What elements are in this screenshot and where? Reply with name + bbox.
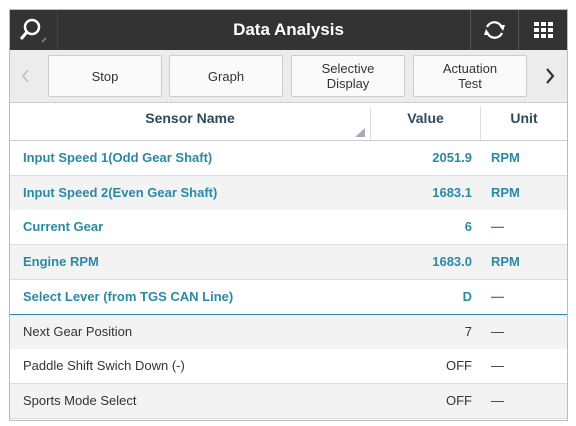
sensor-value: OFF <box>446 392 472 408</box>
refresh-button[interactable] <box>484 21 505 39</box>
sensor-unit: RPM <box>491 184 520 200</box>
sensor-name: Select Lever (from TGS CAN Line) <box>23 288 234 304</box>
table-row[interactable]: Input Speed 1(Odd Gear Shaft) 2051.9 RPM <box>10 141 567 176</box>
toolbar-icons <box>470 10 553 50</box>
table-header: Sensor Name Value Unit <box>10 103 567 141</box>
sensor-name: Input Speed 1(Odd Gear Shaft) <box>23 150 213 165</box>
column-header: Unit <box>510 110 538 126</box>
button-label: Graph <box>207 68 245 84</box>
toolbar-button[interactable]: Actuation Test <box>413 55 527 97</box>
sensor-name: Next Gear Position <box>23 323 133 339</box>
table-row[interactable]: Input Speed 2(Even Gear Shaft) 1683.1 RPM <box>10 175 567 211</box>
app-screen: Data Analysis Stop Graph Selective Display… <box>9 9 568 421</box>
sensor-unit: — <box>491 219 504 235</box>
page-title: Data Analysis <box>233 20 344 39</box>
sensor-value: 2051.9 <box>432 150 472 165</box>
toolbar-button[interactable]: Graph <box>169 55 283 97</box>
table-row[interactable]: Select Lever (from TGS CAN Line) D — <box>10 279 567 315</box>
menu-grid-button[interactable] <box>534 22 553 38</box>
sensor-name: Current Gear <box>23 219 104 235</box>
toolbar: Stop Graph Selective Display Actuation Test <box>10 50 567 103</box>
sensor-value: 6 <box>464 219 472 235</box>
search-button[interactable] <box>10 10 58 50</box>
table-row[interactable]: Sports Mode Select OFF — <box>10 383 567 419</box>
sensor-name: Paddle Shift Swich Down (-) <box>23 358 185 374</box>
sensor-value: 7 <box>464 323 472 339</box>
sensor-unit: RPM <box>491 254 520 270</box>
header-decorations <box>355 107 481 140</box>
table-row[interactable]: Next Gear Position 7 — <box>10 314 567 350</box>
sensor-unit: — <box>491 323 504 339</box>
sensor-unit: — <box>491 392 504 408</box>
sensor-value: 1683.1 <box>432 184 472 200</box>
table-row[interactable]: Engine RPM 1683.0 RPM <box>10 245 567 281</box>
button-label: Stop <box>91 68 119 84</box>
button-label: Actuation Test <box>442 61 498 91</box>
column-header: Sensor Name <box>145 110 235 126</box>
sensor-value: 1683.0 <box>432 254 472 270</box>
toolbar-button[interactable]: Stop <box>48 55 162 97</box>
column-header: Value <box>407 110 444 126</box>
table-row[interactable]: Paddle Shift Swich Down (-) OFF — <box>10 349 567 385</box>
top-bar: Data Analysis <box>10 10 567 50</box>
sensor-name: Input Speed 2(Even Gear Shaft) <box>23 184 218 200</box>
button-label: Selective Display <box>321 61 375 91</box>
table-row[interactable]: Current Gear 6 — <box>10 210 567 246</box>
sensor-value: OFF <box>446 358 472 374</box>
sensor-unit: RPM <box>491 150 520 165</box>
sensor-value: D <box>462 288 472 304</box>
toolbar-button[interactable]: Selective Display <box>291 55 405 97</box>
sensor-name: Sports Mode Select <box>23 392 137 408</box>
sensor-unit: — <box>491 288 504 304</box>
sensor-unit: — <box>491 358 504 374</box>
scroll-left-button[interactable] <box>10 50 46 102</box>
scroll-right-button[interactable] <box>532 50 567 102</box>
sensor-name: Engine RPM <box>23 254 99 270</box>
